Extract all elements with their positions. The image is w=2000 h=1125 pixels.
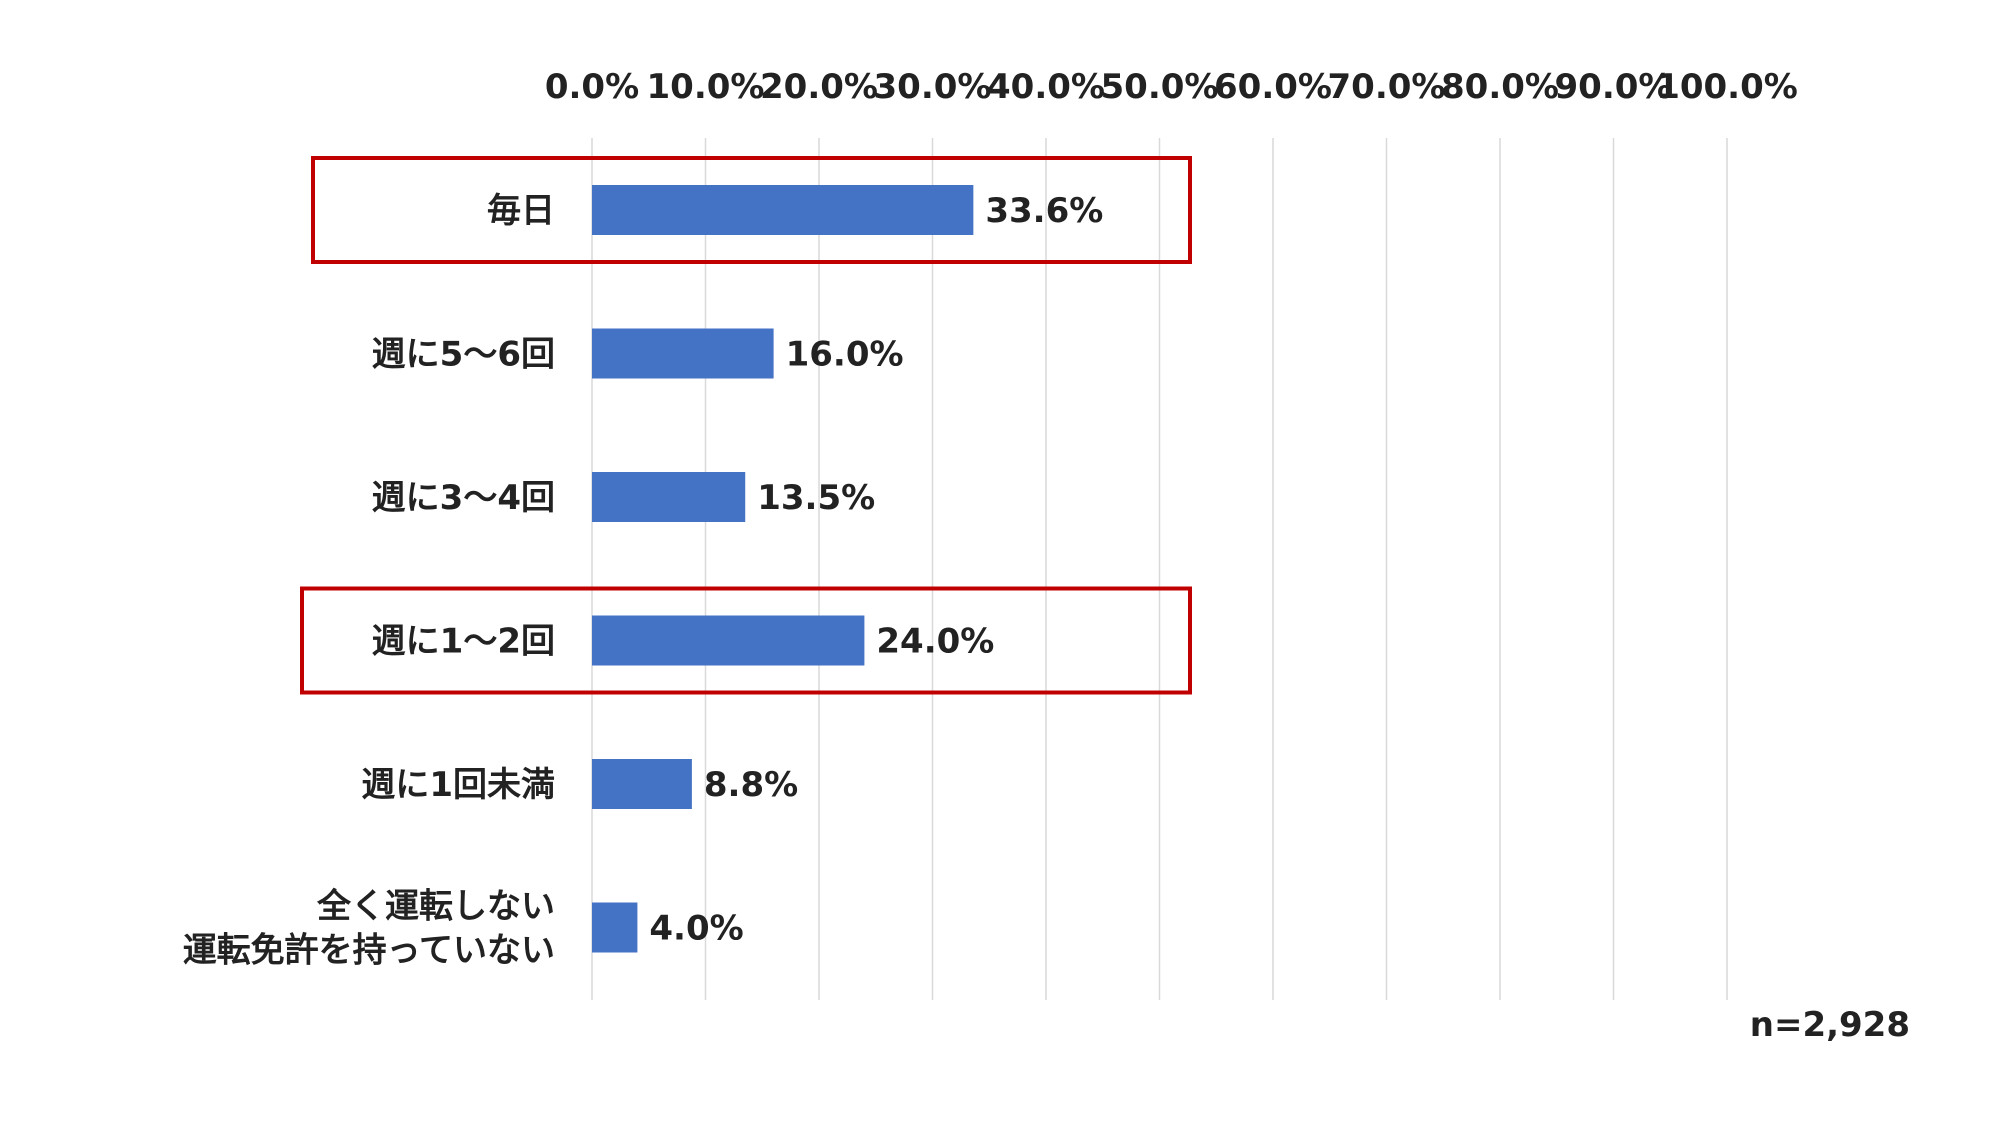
category-label: 全く運転しない [316, 887, 555, 927]
x-axis-tick-labels: 0.0% 10.0%20.0%30.0%40.0%50.0%60.0%70.0%8… [545, 67, 1798, 107]
category-labels: 毎日週に5～6回週に3～4回週に1～2回週に1回未満全く運転しない運転免許を持っ… [183, 191, 555, 971]
x-tick-label: 100.0% [1656, 67, 1798, 107]
x-tick-label: 0.0% [545, 67, 639, 107]
sample-size-note: n=2,928 [1750, 1005, 1910, 1045]
x-tick-label: 50.0% [1101, 67, 1219, 107]
x-tick-label: 20.0% [760, 67, 878, 107]
x-tick-label: 80.0% [1441, 67, 1559, 107]
highlight-box [300, 586, 1192, 695]
highlight-box [311, 156, 1192, 264]
value-label: 13.5% [757, 478, 875, 518]
x-tick-label: 10.0% [647, 67, 765, 107]
bar [592, 185, 974, 235]
category-label: 運転免許を持っていない [183, 931, 555, 971]
gridlines [591, 138, 1728, 1000]
value-label: 8.8% [704, 765, 798, 805]
bar [592, 902, 638, 953]
x-tick-label: 40.0% [987, 67, 1105, 107]
highlight-boxes [300, 156, 1192, 695]
bars [592, 185, 974, 953]
category-label: 週に3～4回 [372, 478, 555, 518]
value-label: 16.0% [786, 335, 904, 375]
x-tick-label: 90.0% [1555, 67, 1673, 107]
category-label: 週に5～6回 [372, 335, 555, 375]
bar [592, 615, 865, 666]
category-label: 週に1回未満 [361, 765, 555, 805]
bar [592, 328, 774, 379]
category-label: 毎日 [487, 191, 555, 231]
bar [592, 759, 692, 809]
x-tick-label: 30.0% [874, 67, 992, 107]
value-label: 4.0% [649, 909, 743, 949]
x-tick-label: 60.0% [1214, 67, 1332, 107]
value-label: 24.0% [876, 622, 994, 662]
x-tick-label: 70.0% [1328, 67, 1446, 107]
bar [592, 472, 746, 522]
category-label: 週に1～2回 [372, 622, 555, 662]
value-labels: 33.6% 16.0% 13.5% 24.0% 8.8% 4.0% [649, 191, 1103, 949]
value-label: 33.6% [985, 191, 1103, 231]
